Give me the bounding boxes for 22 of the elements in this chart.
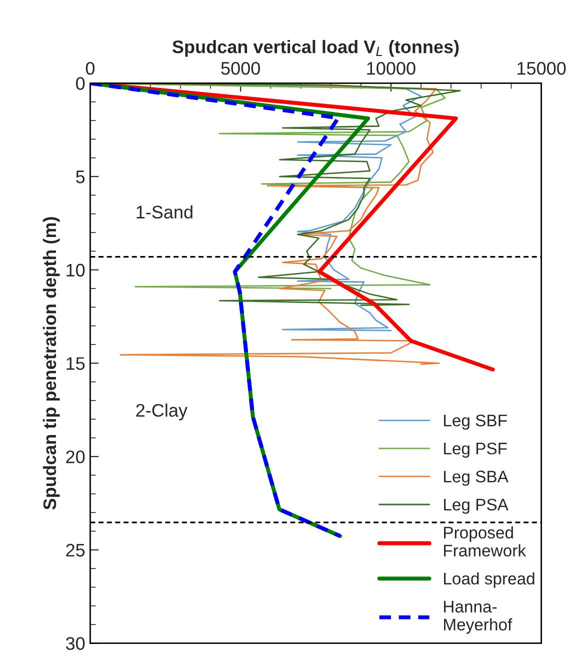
legend-label: Proposed Framework: [444, 526, 526, 556]
x-axis-title: Spudcan vertical load V$_{L}$ (tonnes): [172, 40, 459, 57]
x-tick-label: 0: [86, 62, 95, 75]
y-tick-label: 15: [66, 357, 85, 370]
y-tick-label: 30: [66, 637, 85, 650]
legend-label: Leg SBF: [444, 414, 507, 430]
y-tick-label: 0: [76, 77, 85, 90]
legend-label: Leg PSF: [444, 442, 507, 458]
y-tick-label: 10: [66, 264, 85, 277]
y-tick-label: 25: [66, 544, 85, 557]
legend-label: Load spread: [444, 572, 534, 588]
y-axis-title: Spudcan tip penetration depth (m): [42, 217, 60, 510]
legend-label: Leg PSA: [444, 498, 508, 514]
legend-label: Leg SBA: [444, 470, 508, 486]
annotation: 1-Sand: [136, 205, 192, 219]
annotation: 2-Clay: [136, 404, 188, 420]
x-tick-label: 15000: [518, 62, 566, 75]
y-tick-label: 5: [76, 170, 85, 184]
legend-label: Hanna- Meyerhof: [444, 600, 512, 634]
x-tick-label: 5000: [221, 62, 260, 75]
x-tick-label: 10000: [367, 62, 416, 75]
y-tick-label: 20: [66, 450, 85, 464]
